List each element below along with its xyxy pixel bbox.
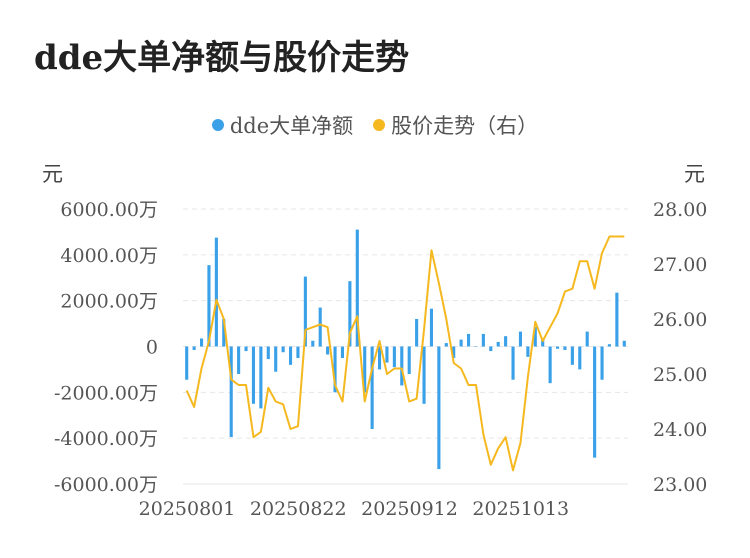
dde-bar[interactable] bbox=[444, 343, 448, 347]
dde-bar[interactable] bbox=[407, 346, 411, 375]
left-axis-unit: 元 bbox=[42, 162, 63, 186]
dde-bar[interactable] bbox=[333, 346, 337, 393]
dde-bar[interactable] bbox=[288, 346, 293, 365]
dde-bar[interactable] bbox=[377, 346, 382, 370]
x-axis-ticks: 20250801 20250822 20250912 20251013 bbox=[139, 498, 569, 520]
right-axis-unit: 元 bbox=[684, 162, 705, 186]
dde-bar[interactable] bbox=[593, 346, 597, 458]
left-tick-label: -2000.00万 bbox=[54, 382, 158, 404]
dde-bar[interactable] bbox=[481, 333, 485, 347]
dde-bar[interactable] bbox=[318, 307, 322, 347]
dde-bar[interactable] bbox=[259, 346, 263, 409]
x-tick-label: 20250822 bbox=[250, 498, 347, 520]
price-line[interactable] bbox=[185, 235, 625, 472]
left-axis-ticks: 6000.00万 4000.00万 2000.00万 0 -2000.00万 -4000.… bbox=[54, 199, 158, 496]
dde-bar[interactable] bbox=[563, 346, 567, 350]
dde-bar[interactable] bbox=[385, 346, 389, 363]
left-tick-label: -6000.00万 bbox=[54, 474, 158, 496]
right-tick-label: 26.00 bbox=[653, 309, 707, 331]
dde-bar[interactable] bbox=[459, 339, 463, 347]
dde-bar[interactable] bbox=[578, 346, 582, 370]
right-tick-label: 24.00 bbox=[653, 419, 707, 441]
dde-bar[interactable] bbox=[511, 346, 515, 380]
x-tick-label: 20251013 bbox=[472, 498, 569, 520]
x-tick-label: 20250912 bbox=[361, 498, 458, 520]
chart-title: dde大单净额与股价走势 bbox=[34, 38, 410, 78]
legend-marker-price bbox=[373, 119, 386, 131]
dde-bar[interactable] bbox=[311, 340, 315, 347]
dde-bar[interactable] bbox=[533, 327, 537, 347]
dde-bar[interactable] bbox=[607, 344, 612, 347]
dde-bar[interactable] bbox=[355, 229, 359, 347]
dde-bar[interactable] bbox=[392, 346, 396, 368]
dde-bar[interactable] bbox=[303, 276, 307, 347]
dde-bar[interactable] bbox=[422, 346, 426, 404]
right-axis-ticks: 28.00 27.00 26.00 25.00 24.00 23.00 bbox=[653, 199, 707, 496]
dde-bar[interactable] bbox=[207, 265, 211, 347]
left-tick-label: 2000.00万 bbox=[60, 291, 158, 313]
dde-bar[interactable] bbox=[585, 331, 589, 347]
dde-bar[interactable] bbox=[466, 333, 471, 347]
right-tick-label: 27.00 bbox=[653, 254, 707, 276]
dde-bar[interactable] bbox=[541, 339, 545, 347]
dde-bar[interactable] bbox=[266, 346, 270, 360]
dde-bar[interactable] bbox=[570, 346, 574, 365]
dde-bar[interactable] bbox=[526, 346, 530, 357]
dde-bar[interactable] bbox=[199, 338, 204, 347]
dde-bar[interactable] bbox=[437, 346, 441, 470]
dde-bar[interactable] bbox=[348, 281, 352, 347]
left-tick-label: 4000.00万 bbox=[60, 245, 158, 267]
dde-bar[interactable] bbox=[363, 346, 367, 393]
dde-bar[interactable] bbox=[600, 346, 604, 380]
dde-bar[interactable] bbox=[370, 346, 374, 430]
dde-bar[interactable] bbox=[415, 319, 419, 347]
legend-marker-dde bbox=[211, 119, 224, 131]
dde-bar[interactable] bbox=[251, 346, 256, 404]
dde-bar[interactable] bbox=[496, 341, 500, 347]
right-tick-label: 28.00 bbox=[653, 199, 707, 221]
dde-bar[interactable] bbox=[400, 346, 404, 386]
legend-label-dde: dde大单净额 bbox=[229, 114, 354, 138]
dde-bar[interactable] bbox=[429, 308, 434, 347]
dde-bar[interactable] bbox=[340, 346, 345, 358]
dde-bar[interactable] bbox=[504, 336, 508, 347]
dde-bar[interactable] bbox=[622, 340, 626, 347]
legend-item-dde[interactable]: dde大单净额 bbox=[211, 110, 354, 140]
dde-bar[interactable] bbox=[237, 346, 241, 375]
dde-bar[interactable] bbox=[548, 346, 552, 384]
right-tick-label: 23.00 bbox=[653, 474, 707, 496]
dde-bar[interactable] bbox=[244, 346, 248, 352]
dde-bar[interactable] bbox=[326, 346, 330, 355]
dde-bar[interactable] bbox=[185, 346, 189, 380]
right-tick-label: 25.00 bbox=[653, 364, 707, 386]
legend-label-price: 股价走势（右） bbox=[391, 114, 539, 138]
dde-bar[interactable] bbox=[296, 346, 300, 358]
grid-lines bbox=[183, 208, 628, 485]
dde-bar[interactable] bbox=[474, 346, 478, 348]
dde-bar[interactable] bbox=[489, 346, 493, 352]
line-series bbox=[185, 235, 625, 472]
dde-bar[interactable] bbox=[615, 292, 619, 347]
left-tick-label: -4000.00万 bbox=[54, 428, 158, 450]
left-tick-label: 0 bbox=[146, 337, 158, 359]
dde-bar[interactable] bbox=[518, 331, 523, 347]
dde-bar[interactable] bbox=[192, 346, 196, 350]
dde-bar[interactable] bbox=[555, 346, 560, 349]
dde-bar[interactable] bbox=[214, 237, 218, 347]
dde-bar[interactable] bbox=[452, 346, 456, 358]
dde-bar[interactable] bbox=[229, 346, 233, 438]
legend: dde大单净额 股价走势（右） bbox=[0, 112, 750, 138]
bar-series bbox=[185, 229, 626, 470]
dde-bar[interactable] bbox=[222, 319, 226, 347]
x-tick-label: 20250801 bbox=[139, 498, 236, 520]
legend-item-price[interactable]: 股价走势（右） bbox=[373, 110, 538, 140]
dde-bar[interactable] bbox=[281, 346, 285, 353]
left-tick-label: 6000.00万 bbox=[60, 199, 158, 221]
dde-bar[interactable] bbox=[274, 346, 278, 372]
